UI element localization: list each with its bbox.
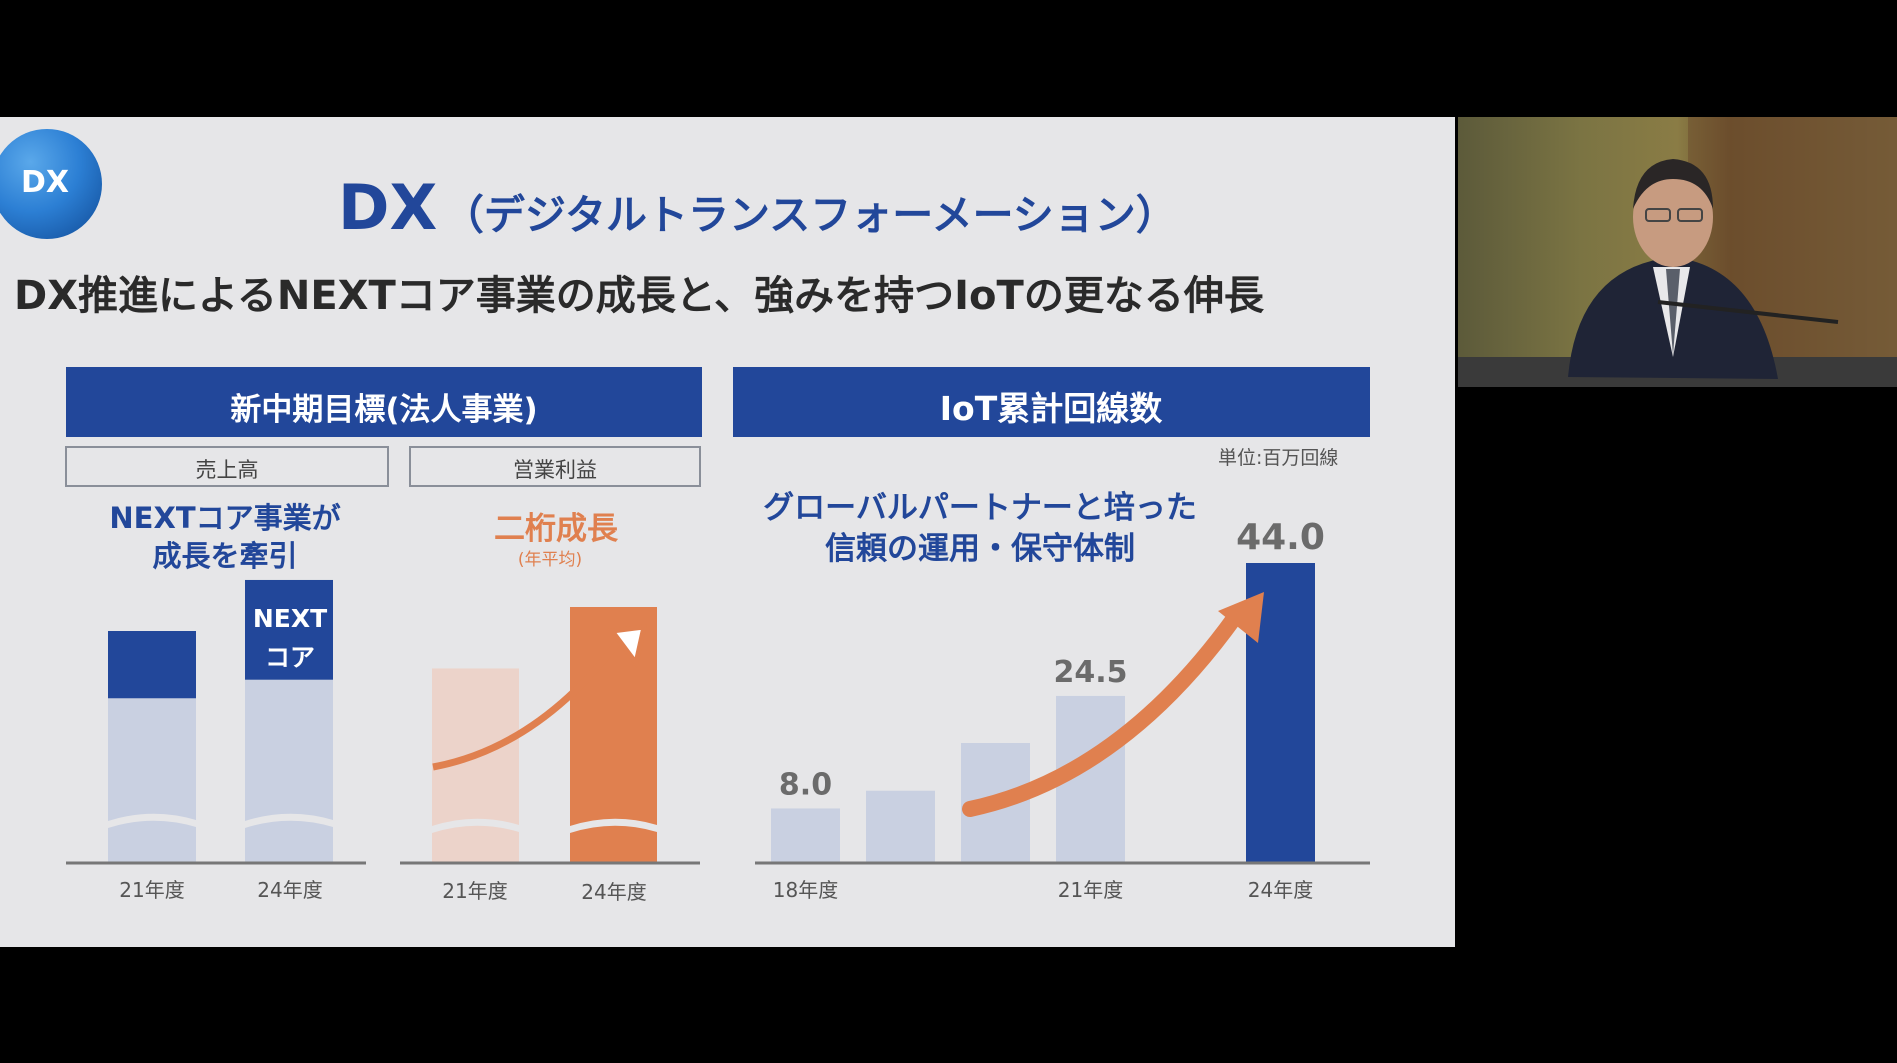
title-sub: （デジタルトランスフォーメーション）	[442, 191, 1177, 239]
profit-axis-break-1	[570, 818, 657, 833]
iot-data-label-4: 44.0	[1236, 517, 1325, 558]
iot-tick-label-0: 18年度	[773, 878, 838, 902]
sales-caption-line2: 成長を牽引	[152, 539, 298, 573]
profit-label: 営業利益	[513, 458, 597, 482]
sales-axis-break-0	[108, 813, 196, 828]
profit-xlabel-21: 21年度	[442, 879, 508, 903]
iot-data-label-3: 24.5	[1053, 655, 1127, 690]
iot-caption-line2: 信頼の運用・保守体制	[825, 531, 1135, 567]
iot-growth-arrow	[962, 609, 1243, 817]
left-panel-header-bg	[66, 367, 702, 437]
sales-label: 売上高	[195, 458, 259, 482]
sales-bar-base-1	[245, 679, 333, 863]
sales-bar-nextcore-0	[108, 631, 196, 699]
sales-label-box	[65, 446, 389, 487]
profit-label-box	[409, 446, 701, 487]
speaker-video	[1458, 117, 1897, 387]
page-subtitle: DX推進によるNEXTコア事業の成長と、強みを持つIoTの更なる伸長	[14, 273, 1264, 319]
iot-data-label-0: 8.0	[779, 767, 832, 802]
sales-bar-base-0	[108, 698, 196, 863]
right-panel-header: IoT累計回線数	[939, 389, 1163, 428]
dx-badge-circle	[0, 129, 102, 239]
sales-xlabel-24: 24年度	[257, 878, 323, 902]
title-main: DX	[338, 171, 438, 244]
presentation-slide: 8.0 18年度 24.5 21年度 44.0 24年度 DX DX （デジタルトランスフ…	[0, 117, 1455, 947]
iot-caption-line1: グローバルパートナーと培った	[763, 490, 1197, 526]
next-core-label-line1: NEXT	[252, 604, 328, 633]
right-panel-header-bg	[733, 367, 1370, 437]
iot-unit-label: 単位:百万回線	[1218, 447, 1339, 469]
dx-badge-label: DX	[20, 165, 70, 200]
profit-growth-arrowhead	[607, 624, 648, 669]
speaker-figure	[1458, 117, 1897, 387]
left-panel-header: 新中期目標(法人事業)	[230, 392, 538, 428]
iot-growth-arrowhead	[1218, 592, 1264, 643]
profit-caption: 二桁成長	[494, 511, 618, 547]
sales-axis-break-1	[245, 813, 333, 828]
next-core-label-line2: コア	[264, 643, 316, 672]
profit-xlabel-24: 24年度	[581, 880, 647, 904]
profit-growth-arrow	[432, 634, 625, 771]
page-title: DX （デジタルトランスフォーメーション）	[338, 171, 1177, 244]
profit-caption-note: (年平均)	[517, 550, 583, 570]
iot-bar-1	[866, 790, 935, 863]
sales-bar-nextcore-1	[245, 579, 333, 680]
slide-graphics: 8.0 18年度 24.5 21年度 44.0 24年度	[0, 129, 1370, 902]
sales-xlabel-21: 21年度	[119, 878, 185, 902]
iot-tick-label-4: 24年度	[1248, 878, 1313, 902]
iot-tick-label-3: 21年度	[1058, 878, 1123, 902]
sales-caption-line1: NEXTコア事業が	[109, 501, 341, 535]
profit-axis-break-0	[432, 818, 519, 833]
iot-bar-0	[771, 808, 840, 863]
